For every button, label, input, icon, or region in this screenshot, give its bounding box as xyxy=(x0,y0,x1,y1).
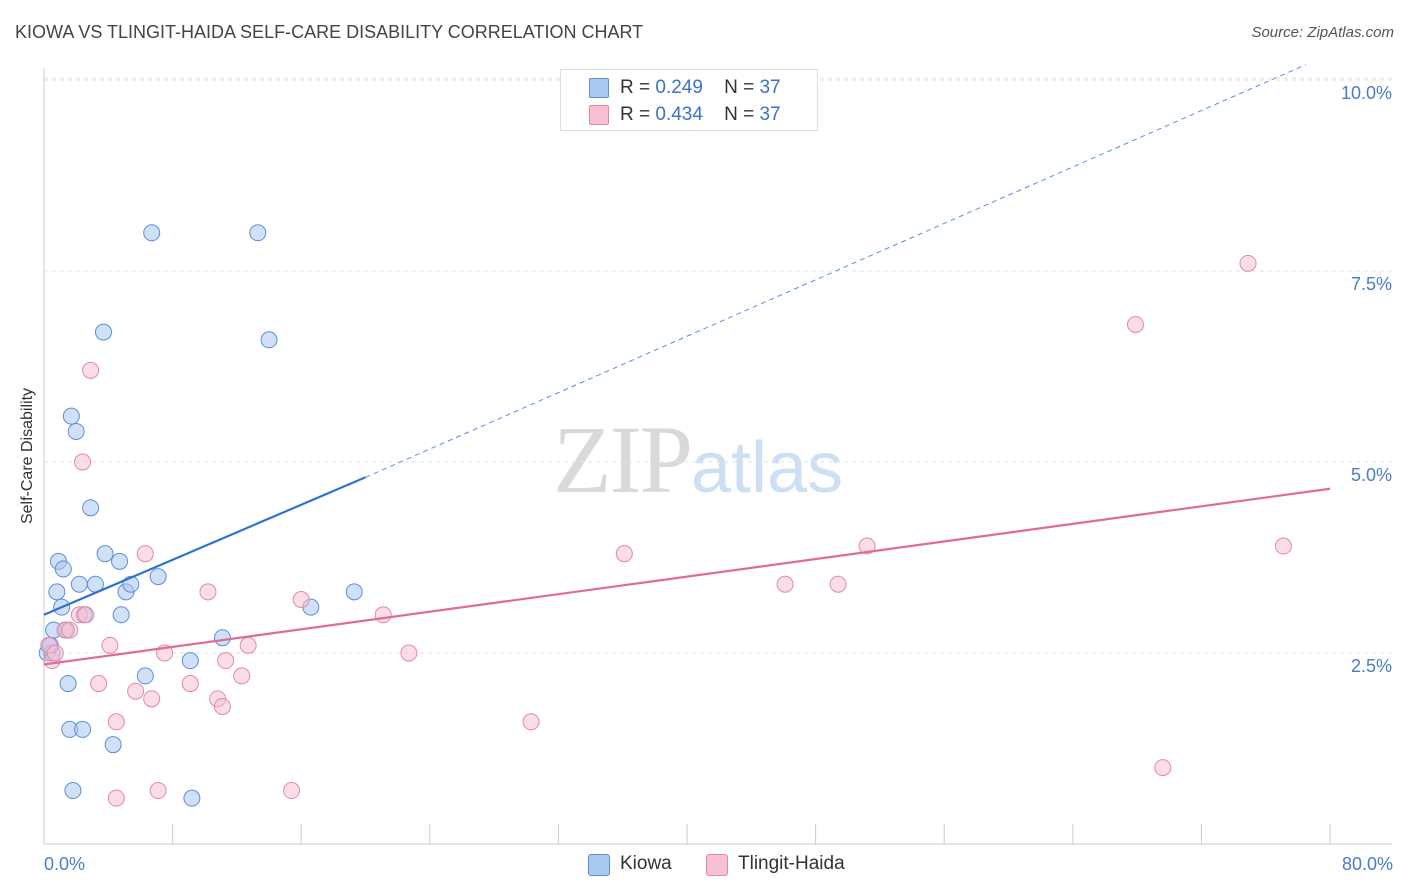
kiowa-point xyxy=(48,583,66,601)
kiowa-point xyxy=(149,568,167,586)
tlingit-haida-point xyxy=(283,782,301,800)
watermark: ZIPatlas xyxy=(553,404,843,515)
kiowa-trend-extension xyxy=(365,64,1307,478)
r-label: R = xyxy=(620,77,651,98)
kiowa-point xyxy=(62,407,80,425)
kiowa-point xyxy=(249,224,267,242)
tlingit-haida-point xyxy=(615,545,633,563)
r-value: 0.249 xyxy=(655,77,703,98)
n-value: 37 xyxy=(759,77,781,98)
tlingit-haida-point xyxy=(858,537,876,555)
tlingit-haida-point xyxy=(239,636,257,654)
tlingit-haida-point xyxy=(127,682,145,700)
tlingit-haida-point xyxy=(46,644,64,662)
tlingit-haida-point xyxy=(107,713,125,731)
tlingit-haida-point xyxy=(143,690,161,708)
kiowa-series xyxy=(38,224,363,807)
tlingit-haida-point xyxy=(292,591,310,609)
n-value: 37 xyxy=(759,104,781,125)
kiowa-point xyxy=(345,583,363,601)
tlingit-haida-swatch xyxy=(589,105,609,125)
tlingit-haida-point xyxy=(74,453,92,471)
tlingit-haida-point xyxy=(776,575,794,593)
kiowa-point xyxy=(181,652,199,670)
chart-source: Source: ZipAtlas.com xyxy=(1251,24,1394,41)
tlingit-haida-point xyxy=(181,675,199,693)
kiowa-point xyxy=(74,720,92,738)
kiowa-swatch xyxy=(589,78,609,98)
tlingit-haida-point xyxy=(1126,315,1144,333)
tlingit-haida-point xyxy=(199,583,217,601)
chart-title: KIOWA VS TLINGIT-HAIDA SELF-CARE DISABIL… xyxy=(15,22,644,42)
legend-label: Tlingit-Haida xyxy=(738,853,845,874)
tlingit-haida-point xyxy=(90,675,108,693)
kiowa-point xyxy=(112,606,130,624)
kiowa-point xyxy=(59,675,77,693)
kiowa-point xyxy=(70,575,88,593)
watermark-zip: ZIP xyxy=(553,406,693,513)
tick-labels: 2.5% 5.0% 7.5% 10.0% 0.0% 80.0% xyxy=(44,83,1393,874)
tlingit-haida-point xyxy=(1239,254,1257,272)
kiowa-point xyxy=(82,499,100,517)
tlingit-haida-point xyxy=(136,545,154,563)
tlingit-haida-point xyxy=(107,789,125,807)
tlingit-haida-series xyxy=(40,254,1292,807)
tlingit-haida-point xyxy=(101,636,119,654)
y-tick-label: 5.0% xyxy=(1351,465,1392,485)
n-label: N = xyxy=(724,104,755,125)
kiowa-point xyxy=(64,782,82,800)
kiowa-point xyxy=(143,224,161,242)
kiowa-point xyxy=(260,331,278,349)
trend-lines xyxy=(43,64,1331,666)
tlingit-haida-point xyxy=(374,606,392,624)
kiowa-point xyxy=(54,560,72,578)
tlingit-haida-point xyxy=(213,697,231,715)
kiowa-trend-line xyxy=(43,476,366,616)
kiowa-point xyxy=(136,667,154,685)
kiowa-point xyxy=(111,552,129,570)
tlingit-haida-trend-line xyxy=(43,487,1331,666)
grid-lines xyxy=(44,77,1392,654)
y-tick-label: 2.5% xyxy=(1351,656,1392,676)
tlingit-haida-point xyxy=(400,644,418,662)
tlingit-haida-point xyxy=(233,667,251,685)
kiowa-legend-swatch xyxy=(588,854,610,876)
y-tick-label: 10.0% xyxy=(1341,83,1392,103)
y-tick-label: 7.5% xyxy=(1351,274,1392,294)
axes xyxy=(43,68,1392,845)
kiowa-point xyxy=(183,789,201,807)
tlingit-haida-point xyxy=(217,652,235,670)
kiowa-point xyxy=(213,629,231,647)
x-tick-label: 0.0% xyxy=(44,854,85,874)
tlingit-haida-point xyxy=(77,606,95,624)
tlingit-haida-legend-swatch xyxy=(706,854,728,876)
tlingit-haida-point xyxy=(1154,759,1172,777)
tlingit-haida-point xyxy=(522,713,540,731)
n-label: N = xyxy=(724,77,755,98)
kiowa-point xyxy=(96,545,114,563)
kiowa-point xyxy=(94,323,112,341)
watermark-atlas: atlas xyxy=(691,428,844,508)
legend-label: Kiowa xyxy=(620,853,672,874)
tlingit-haida-point xyxy=(149,782,167,800)
tlingit-haida-point xyxy=(82,361,100,379)
tlingit-haida-point xyxy=(61,621,79,639)
r-value: 0.434 xyxy=(655,104,703,125)
tlingit-haida-point xyxy=(829,575,847,593)
stats-box: R = 0.249 N = 37 R = 0.434 N = 37 xyxy=(560,69,818,131)
r-label: R = xyxy=(620,104,651,125)
kiowa-point xyxy=(67,422,85,440)
kiowa-point xyxy=(104,736,122,754)
x-tick-label: 80.0% xyxy=(1342,854,1393,874)
tlingit-haida-point xyxy=(1274,537,1292,555)
